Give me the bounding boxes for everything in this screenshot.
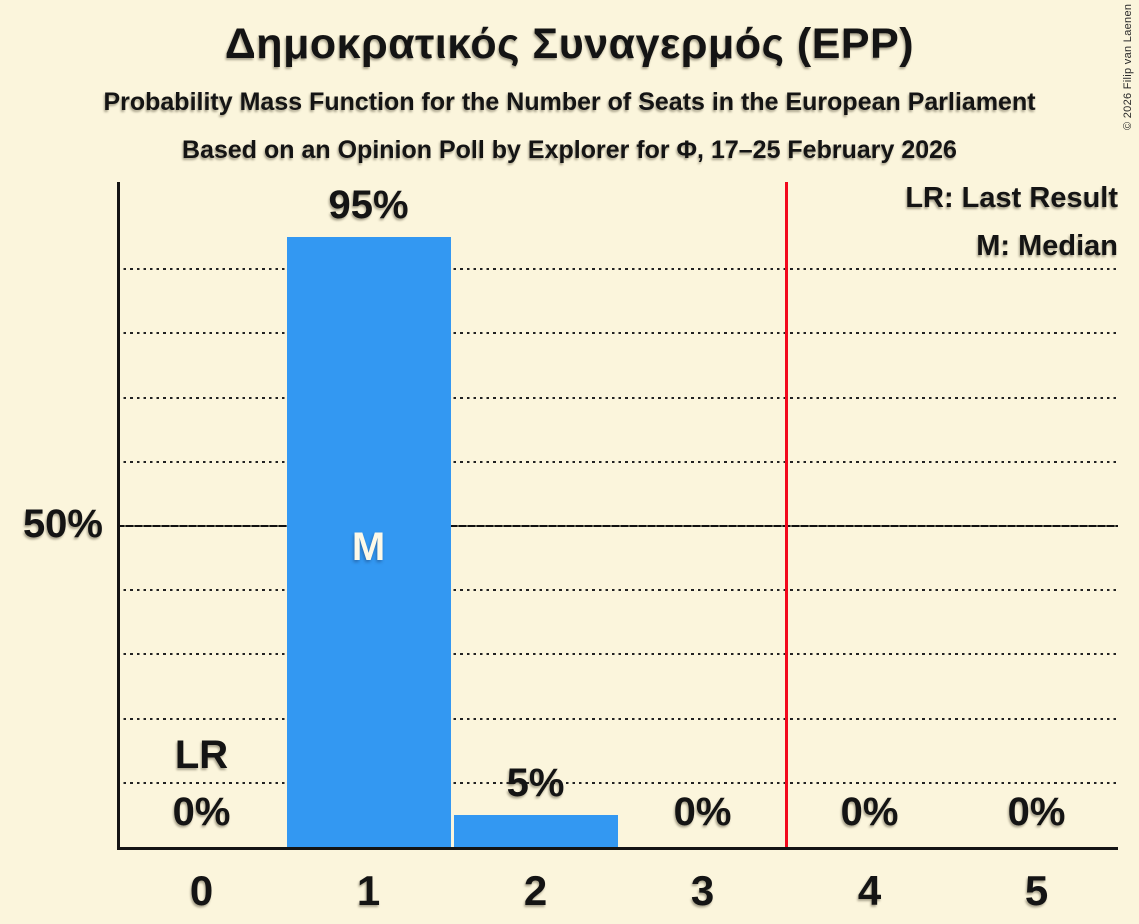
x-tick-label-2: 2 — [523, 867, 548, 914]
value-label-seats-2: 5% — [506, 760, 565, 805]
gridline-20pct — [117, 717, 1118, 720]
gridline-70pct — [117, 396, 1118, 399]
legend-last-result: LR: Last Result — [905, 182, 1118, 214]
value-label-seats-3: 0% — [673, 790, 732, 834]
value-label-seats-5: 0% — [1007, 790, 1066, 834]
gridline-50pct — [117, 525, 1118, 527]
value-label-seats-1: 95% — [328, 183, 409, 228]
chart-subtitle: Probability Mass Function for the Number… — [103, 88, 1036, 116]
x-tick-label-5: 5 — [1024, 867, 1049, 914]
bar-seats-2 — [453, 814, 618, 847]
y-axis-line — [117, 182, 120, 850]
y-axis-50pct-label: 50% — [22, 502, 103, 546]
legend-median: M: Median — [976, 230, 1118, 262]
gridline-60pct — [117, 460, 1118, 463]
gridline-30pct — [117, 653, 1118, 656]
median-marker: M — [351, 525, 386, 570]
threshold-line — [784, 182, 788, 847]
x-tick-label-1: 1 — [356, 867, 381, 914]
x-axis-line — [117, 847, 1118, 850]
page-title: Δημοκρατικός Συναγερμός (EPP) — [224, 20, 915, 68]
gridline-80pct — [117, 332, 1118, 335]
x-tick-label-4: 4 — [857, 867, 882, 914]
value-label-seats-4: 0% — [840, 790, 899, 834]
last-result-label: LR — [174, 733, 229, 777]
gridline-10pct — [117, 781, 1118, 784]
bar-seats-1 — [286, 237, 451, 847]
x-tick-label-3: 3 — [690, 867, 715, 914]
chart-poll-source: Based on an Opinion Poll by Explorer for… — [182, 136, 957, 164]
x-tick-label-0: 0 — [189, 867, 214, 914]
gridline-40pct — [117, 589, 1118, 592]
value-label-seats-0: 0% — [172, 790, 231, 834]
gridline-90pct — [117, 268, 1118, 271]
copyright-notice: © 2026 Filip van Laenen — [1122, 3, 1134, 130]
